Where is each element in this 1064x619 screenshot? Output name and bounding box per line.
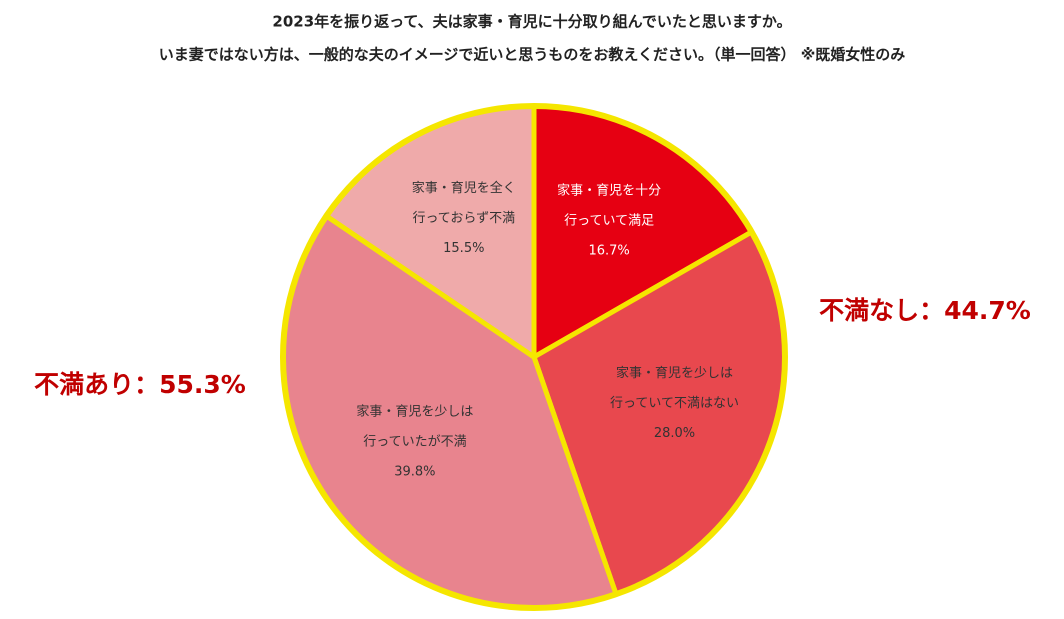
slice-label: 家事・育児を全く	[412, 180, 516, 196]
slice-label: 家事・育児を少しは	[616, 365, 733, 381]
value-label: 15.5%	[443, 241, 484, 256]
slice-label: 行っておらず不満	[412, 211, 515, 226]
chart-title: 2023年を振り返って、夫は家事・育児に十分取り組んでいたと思いますか。	[272, 13, 791, 31]
pie-border	[280, 103, 788, 611]
value-label: 39.8%	[394, 465, 435, 480]
value-label: 16.7%	[588, 244, 629, 259]
slice-label: 家事・育児を少しは	[356, 404, 473, 420]
slice-label: 行っていて満足	[564, 214, 654, 229]
annotation: 不満なし：44.7%	[819, 296, 1031, 325]
chart-subtitle: いま妻ではない方は、一般的な夫のイメージで近いと思うものをお教えください。（単一…	[159, 46, 906, 64]
slice-label: 行っていたが不満	[363, 435, 466, 450]
value-label: 28.0%	[654, 426, 695, 441]
slice-label: 行っていて不満はない	[610, 396, 739, 411]
annotation: 不満あり：55.3%	[34, 370, 246, 399]
slice-label: 家事・育児を十分	[557, 183, 661, 199]
